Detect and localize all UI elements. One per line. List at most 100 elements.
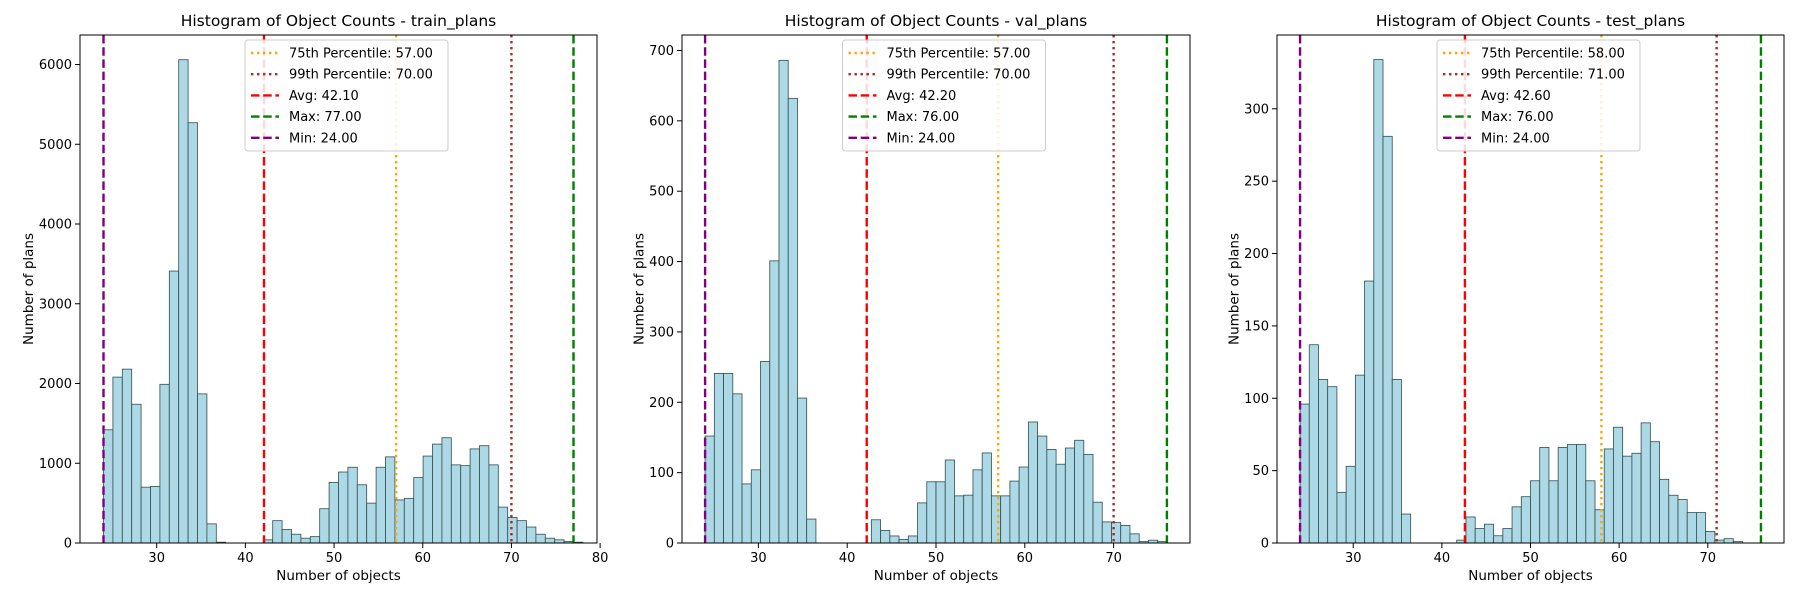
histogram-bar [1373,59,1384,544]
y-tick-label: 200 [1244,247,1269,262]
histogram-bar [526,526,537,544]
histogram-bar [1530,480,1541,544]
legend-label-avg: Avg: 42.60 [1481,89,1551,104]
histogram-bar [981,452,992,544]
x-tick-label: 60 [414,551,431,566]
y-tick-label: 100 [1244,392,1269,407]
y-tick-label: 100 [649,466,674,481]
y-tick-label: 50 [1252,464,1269,479]
histogram-bar [1000,495,1011,544]
y-tick-label: 4000 [39,218,72,233]
x-tick-label: 60 [1611,551,1628,566]
legend-label-max: Max: 76.00 [1481,110,1554,125]
histogram-bar [1391,379,1402,544]
histogram-bar [1723,538,1734,544]
histogram-bar [870,519,881,544]
histogram-bar [991,495,1002,544]
histogram-bar [723,373,734,544]
histogram-bar [704,435,715,544]
histogram-bar [432,443,443,544]
histogram-bar [1037,435,1048,544]
histogram-bar [300,537,311,544]
x-tick-label: 30 [750,551,767,566]
histogram-bar [1401,513,1412,544]
histogram-bar [272,520,283,544]
histogram-bar [898,539,909,544]
histogram-bar [778,59,789,544]
histogram-bar [347,466,358,544]
chart-panel-3: 30 40 50 60 70 0 50 100 150 200 250 300 Histogram of… [1226,12,1785,584]
histogram-bar [732,393,743,544]
y-tick-label: 0 [1261,537,1269,552]
legend-label-p99: 99th Percentile: 70.00 [289,68,433,83]
histogram-bar [760,361,771,544]
histogram-bar [1064,447,1075,544]
y-tick-label: 250 [1244,175,1269,190]
histogram-bar [281,529,292,544]
legend: 75th Percentile: 57.00 99th Percentile: 7… [842,39,1046,152]
histogram-bar [535,533,546,544]
histogram-bar [972,469,983,544]
x-tick-label: 70 [503,551,520,566]
y-tick-label: 700 [649,44,674,59]
legend-label-p99: 99th Percentile: 70.00 [887,68,1031,83]
chart-panel-1: 30 40 50 60 70 80 0 1000 2000 3000 4000 5000 6000 His… [21,12,608,584]
histogram-bar [1009,480,1020,544]
x-tick-label: 50 [1522,551,1539,566]
histogram-bar [197,393,208,544]
legend-label-max: Max: 76.00 [887,110,960,125]
x-tick-label: 80 [592,551,609,566]
histogram-bar [131,403,142,544]
histogram-bar [1539,447,1550,544]
histogram-bar [1668,494,1679,544]
legend-label-min: Min: 24.00 [887,131,956,146]
legend-label-min: Min: 24.00 [1481,131,1550,146]
y-axis-label: Number of plans [21,233,37,345]
x-tick-label: 60 [1017,551,1034,566]
histogram-bar [1566,444,1577,544]
histogram-bar [944,459,955,544]
histogram-bar [1083,453,1094,544]
histogram-bar [150,485,161,544]
histogram-bar [309,536,321,544]
histogram-bar [963,494,974,544]
histogram-bar [1308,344,1319,544]
x-tick-label: 50 [326,551,343,566]
legend-box [244,39,449,152]
y-tick-label: 6000 [39,58,72,73]
histogram-bar [178,59,189,544]
y-tick-label: 3000 [39,297,72,312]
y-axis-label: Number of plans [1226,233,1242,345]
histogram-bar [497,506,509,544]
histogram-bar [1092,501,1103,544]
histogram-bar [1354,374,1365,544]
histogram-bar [1046,449,1057,544]
legend-box [842,39,1046,152]
histogram-bar [1677,499,1688,544]
histogram-bar [917,502,928,544]
legend-label-p99: 99th Percentile: 71.00 [1481,68,1625,83]
histogram-bar [1493,535,1504,544]
y-tick-label: 150 [1244,319,1269,334]
legend: 75th Percentile: 57.00 99th Percentile: 7… [244,39,449,152]
x-tick-label: 30 [148,551,165,566]
histogram-bar [1018,466,1029,544]
y-tick-label: 300 [649,325,674,340]
chart-title: Histogram of Object Counts - train_plans [181,12,497,31]
y-tick-label: 2000 [39,377,72,392]
histogram-bar [516,520,527,544]
histogram-bar [1074,439,1085,544]
histogram-bar [1502,528,1513,544]
histogram-bar [1686,512,1697,544]
legend-box [1436,39,1641,152]
histogram-bar [1603,448,1614,544]
histogram-bar [488,464,499,544]
y-axis-label: Number of plans [631,233,647,345]
legend-label-p75: 75th Percentile: 57.00 [289,47,433,62]
histogram-bar [1055,463,1066,544]
x-tick-label: 40 [839,551,856,566]
histogram-bar [375,466,386,544]
histogram-bar [422,455,433,544]
histogram-bar [1594,509,1605,544]
